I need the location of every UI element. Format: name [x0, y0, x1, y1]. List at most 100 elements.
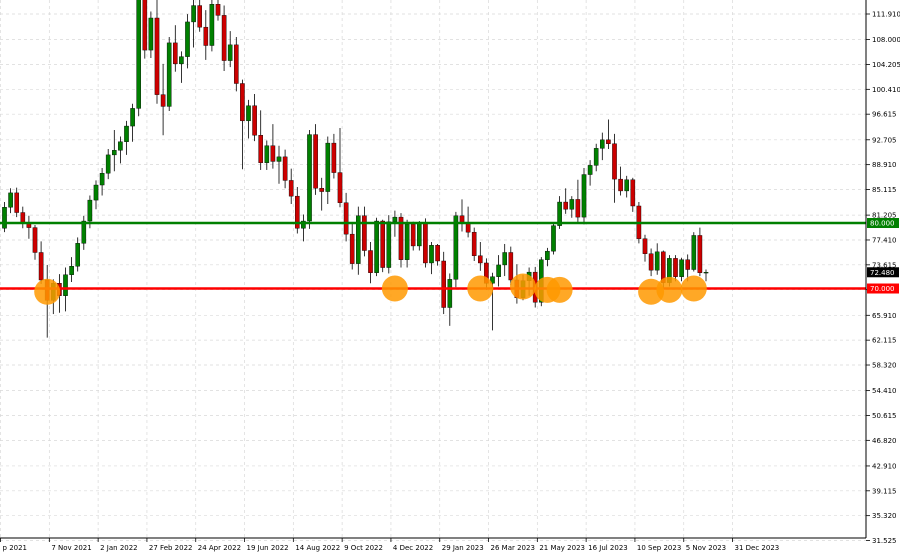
candle-bullish	[191, 5, 196, 23]
candle-bearish	[441, 260, 447, 308]
touch-circles	[34, 273, 707, 305]
price-tag	[867, 267, 899, 278]
candle-bearish	[606, 139, 611, 144]
candle-bullish	[87, 199, 93, 222]
candle-bullish	[8, 192, 13, 208]
candle-bullish	[496, 264, 501, 277]
candle-bullish	[490, 276, 495, 284]
candle-bullish	[453, 215, 459, 280]
candle-bearish	[20, 212, 26, 223]
grid-lines	[0, 0, 866, 541]
candle-bearish	[380, 220, 386, 268]
candle-bearish	[233, 44, 239, 84]
y-tick-label: 96.615	[872, 111, 897, 119]
candle-bearish	[258, 135, 264, 163]
y-tick-label: 50.615	[872, 412, 897, 420]
y-tick-label: 35.320	[872, 512, 897, 520]
x-tick-label: 5 Nov 2023	[686, 544, 726, 552]
candle-bullish	[502, 252, 508, 266]
x-axis-ticks: p 2021 7 Nov 2021 2 Jan 2022 27 Feb 2022 24 …	[0, 538, 779, 552]
y-tick-label: 54.410	[872, 387, 897, 395]
candle-bearish	[435, 245, 440, 262]
x-tick-label: 26 Mar 2023	[491, 544, 535, 552]
candle-bullish	[130, 108, 135, 127]
candle-bullish	[93, 184, 99, 201]
y-tick-label: 31.525	[872, 537, 897, 545]
candle-bearish	[203, 26, 209, 46]
candle-bearish	[630, 179, 636, 207]
x-tick-label: 9 Oct 2022	[344, 544, 383, 552]
y-tick-label: 46.820	[872, 437, 897, 445]
candle-bullish	[600, 139, 605, 149]
candle-bearish	[32, 227, 38, 253]
candle-bullish	[404, 224, 410, 260]
candle-bullish	[111, 150, 117, 156]
x-tick-label: 21 May 2023	[539, 544, 585, 552]
candle-bullish	[325, 142, 331, 192]
candle-bearish	[288, 180, 294, 197]
candle-bearish	[142, 0, 148, 51]
candle-bullish	[148, 17, 154, 51]
candle-bearish	[38, 252, 44, 281]
y-tick-label: 42.910	[872, 462, 897, 470]
candle-bullish	[551, 225, 556, 252]
y-axis-ticks: 111.910 108.000 104.205 100.410 96.615 92.705…	[866, 11, 900, 545]
candle-bullish	[581, 174, 587, 218]
candles	[2, 0, 709, 338]
candle-bullish	[81, 220, 87, 244]
candle-bearish	[337, 172, 343, 203]
candle-bullish	[118, 141, 123, 151]
candle-bullish	[301, 220, 306, 229]
touch-circle	[381, 275, 408, 302]
candle-bullish	[2, 207, 7, 229]
candle-bearish	[197, 5, 203, 28]
x-tick-label: 7 Nov 2021	[51, 544, 91, 552]
touch-circle	[680, 275, 707, 302]
y-tick-label: 111.910	[872, 11, 900, 19]
candle-bullish	[69, 266, 74, 275]
candle-bearish	[215, 4, 221, 16]
price-tag-label: 70.000	[870, 285, 895, 293]
candle-bearish	[398, 216, 404, 260]
price-tags: 80.000 70.000 72.480	[867, 218, 899, 294]
candle-bullish	[593, 148, 599, 166]
touch-circle	[510, 273, 536, 300]
candle-bearish	[471, 231, 477, 256]
candle-bearish	[282, 156, 288, 181]
candle-bearish	[423, 223, 428, 264]
x-tick-label: 4 Dec 2022	[393, 544, 433, 552]
candle-bearish	[240, 83, 245, 122]
candle-bearish	[331, 142, 337, 173]
candle-bearish	[673, 258, 678, 277]
candle-bearish	[252, 105, 257, 136]
candle-bearish	[368, 250, 373, 273]
candle-bearish	[575, 199, 581, 218]
y-tick-label: 88.910	[872, 161, 897, 169]
x-tick-label: 16 Jul 2023	[588, 544, 628, 552]
x-tick-label: 14 Aug 2022	[295, 544, 340, 552]
y-tick-label: 58.320	[872, 362, 897, 370]
candle-bullish	[227, 44, 233, 61]
candle-bullish	[654, 251, 660, 271]
candle-bearish	[459, 215, 465, 223]
candle-bullish	[209, 4, 215, 46]
candle-bearish	[154, 17, 160, 95]
candle-bearish	[563, 201, 568, 210]
price-tag	[867, 283, 899, 294]
candle-bullish	[75, 243, 80, 267]
price-tag	[867, 218, 899, 229]
y-tick-label: 100.410	[872, 86, 900, 94]
candle-bearish	[270, 145, 276, 162]
candle-bearish	[160, 94, 166, 107]
candle-bullish	[429, 245, 434, 264]
candle-bearish	[648, 253, 654, 271]
touch-circle	[34, 278, 61, 305]
x-tick-label: 19 Jun 2022	[247, 544, 289, 552]
axes	[0, 0, 867, 539]
candle-bullish	[569, 199, 575, 210]
candle-bearish	[313, 134, 318, 189]
x-tick-label: 10 Sep 2023	[637, 544, 681, 552]
candle-bullish	[374, 220, 379, 273]
y-tick-label: 108.000	[872, 36, 900, 44]
